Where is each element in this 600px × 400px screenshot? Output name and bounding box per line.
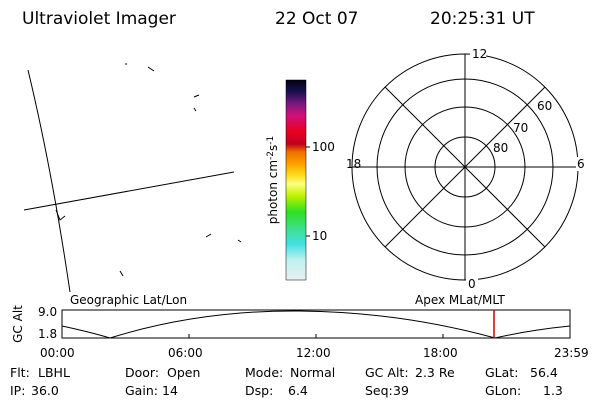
altitude-curve <box>61 310 571 339</box>
field-label: GLon: <box>485 383 521 398</box>
coast <box>193 94 200 98</box>
strip-y-tick-label: 1.8 <box>38 327 57 341</box>
parallel <box>23 171 235 211</box>
field-value: 56.4 <box>530 365 558 380</box>
polar-mlt-label: 12 <box>472 47 487 61</box>
date: 22 Oct 07 <box>275 9 358 29</box>
strip-x-tick-label: 06:00 <box>168 346 203 360</box>
coast <box>147 66 155 72</box>
strip-x-tick-label: 23:59 <box>554 346 589 360</box>
colorbar-tick-label: 100 <box>312 140 335 154</box>
colorbar-label: photon cm-2s-1 <box>266 136 280 225</box>
label-bg <box>466 277 478 291</box>
polar-mlt-label: 18 <box>346 157 361 171</box>
strip-x-tick-label: 00:00 <box>40 346 75 360</box>
polar-mlt-label: 6 <box>577 157 585 171</box>
field-label: GLat: <box>485 365 518 380</box>
geographic-panel <box>23 63 242 293</box>
field-label: Mode: <box>245 365 283 380</box>
field-value: 2.3 Re <box>415 365 455 380</box>
unit-part: s <box>266 145 280 151</box>
strip-ticks <box>188 334 444 338</box>
polar-diagonal <box>384 86 546 248</box>
strip-x-tick-label: 18:00 <box>423 346 458 360</box>
field-value: Open <box>167 365 200 380</box>
coast <box>193 107 197 112</box>
field-label: IP: <box>10 383 25 398</box>
field-value: LBHL <box>38 365 70 380</box>
colorbar-tick-label: 10 <box>312 229 327 243</box>
field-value: 36.0 <box>31 383 59 398</box>
field-label: Seq: <box>365 383 393 398</box>
strip-axis-label: GC Alt <box>11 305 25 343</box>
polar-grid <box>351 53 579 281</box>
instrument-title: Ultraviolet Imager <box>22 9 176 29</box>
polar-lat-label: 60 <box>537 99 552 113</box>
strip-y-tick-label: 9.0 <box>38 305 57 319</box>
coast <box>119 270 124 277</box>
strip-right-label: Apex MLat/MLT <box>415 293 505 307</box>
polar-lat-label: 70 <box>513 121 528 135</box>
unit-exponent: -2 <box>266 151 276 160</box>
strip-x-tick-label: 12:00 <box>296 346 331 360</box>
polar-lat-label: 80 <box>493 141 508 155</box>
unit-exponent: -1 <box>266 136 276 145</box>
field-value: 14 <box>162 383 178 398</box>
coast <box>237 239 242 243</box>
strip-left-label: Geographic Lat/Lon <box>70 293 187 307</box>
coast <box>205 233 212 238</box>
field-label: GC Alt: <box>365 365 409 380</box>
coast <box>55 209 66 221</box>
meridian <box>27 69 71 293</box>
colorbar <box>285 79 307 281</box>
label-bg <box>470 46 486 60</box>
unit-part: photon cm <box>266 160 280 224</box>
field-value: 6.4 <box>288 383 308 398</box>
time: 20:25:31 UT <box>430 9 535 29</box>
field-label: Gain: <box>125 383 158 398</box>
field-label: Door: <box>125 365 159 380</box>
field-label: Dsp: <box>245 383 273 398</box>
field-value: 39 <box>393 383 409 398</box>
field-value: 1.3 <box>543 383 563 398</box>
label-bg <box>576 157 588 171</box>
field-value: Normal <box>290 365 335 380</box>
polar-mlt-label: 0 <box>468 277 476 291</box>
field-label: Flt: <box>10 365 30 380</box>
